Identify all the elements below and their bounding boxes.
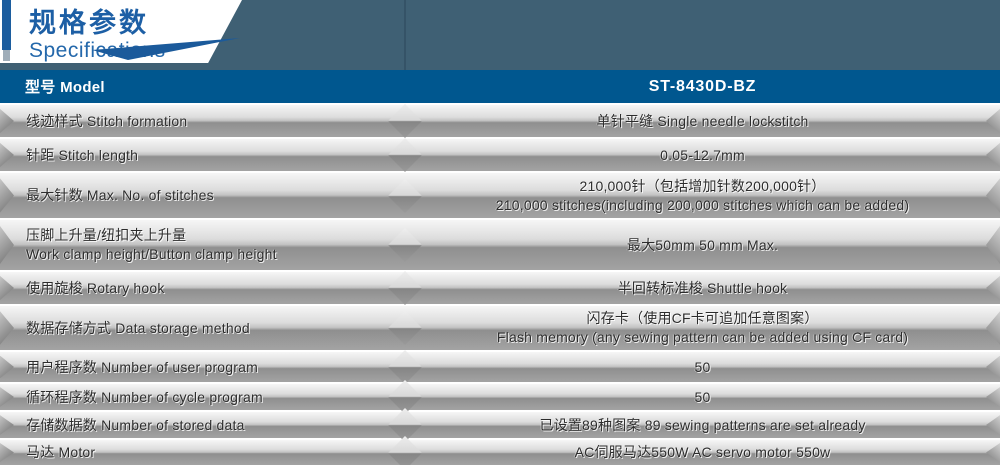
spec-value: 单针平缝 Single needle lockstitch [596, 112, 809, 129]
spec-label-cell: 使用旋梭 Rotary hook [0, 272, 405, 304]
spec-value-en: Flash memory (any sewing pattern can be … [496, 329, 909, 345]
spec-label-zh: 压脚上升量/纽扣夹上升量 [26, 227, 187, 243]
spec-value-en: 210,000 stitches(including 200,000 stitc… [495, 196, 910, 213]
model-value: ST-8430D-BZ [648, 77, 757, 95]
spec-row-stored-data: 存储数据数 Number of stored data 已设置89种图案 89 … [0, 408, 1000, 442]
spec-label-cell: 最大针数 Max. No. of stitches [0, 173, 405, 218]
spec-value-cell: 210,000针（包括增加针数200,000针） 210,000 stitche… [405, 173, 1000, 218]
model-label: 型号 Model [25, 79, 105, 96]
spec-value-cell: 闪存卡（使用CF卡可追加任意图案） Flash memory (any sewi… [405, 306, 1000, 350]
spec-value-cell: 半回转标准梭 Shuttle hook [405, 272, 1000, 304]
spec-label-cell: 循环程序数 Number of cycle program [0, 384, 405, 410]
spec-value-cell: 单针平缝 Single needle lockstitch [405, 105, 1000, 137]
table-header-row: 型号 Model ST-8430D-BZ [0, 70, 1000, 103]
spec-label: 用户程序数 Number of user program [26, 358, 258, 375]
spec-label-en: Work clamp height/Button clamp height [26, 246, 277, 262]
spec-label: 马达 Motor [26, 444, 96, 460]
spec-row-user-programs: 用户程序数 Number of user program 50 [0, 350, 1000, 384]
spec-label: 存储数据数 Number of stored data [26, 416, 245, 433]
spec-row-clamp-height: 压脚上升量/纽扣夹上升量 Work clamp height/Button cl… [0, 220, 1000, 270]
spec-value-cell: 50 [405, 384, 1000, 410]
spec-label-cell: 用户程序数 Number of user program [0, 352, 405, 382]
spec-label: 针距 Stitch length [26, 146, 139, 163]
spec-label-cell: 压脚上升量/纽扣夹上升量 Work clamp height/Button cl… [0, 220, 405, 270]
spec-label: 使用旋梭 Rotary hook [26, 279, 165, 296]
spec-row-motor: 马达 Motor AC伺服马达550W AC servo motor 550w [0, 435, 1000, 465]
spec-label: 循环程序数 Number of cycle program [26, 388, 263, 405]
spec-row-max-stitches: 最大针数 Max. No. of stitches 210,000针（包括增加针… [0, 173, 1000, 218]
title-swoosh-icon [92, 38, 240, 60]
title-accent-bar [2, 0, 11, 61]
spec-label: 数据存储方式 Data storage method [26, 319, 250, 336]
spec-label: 最大针数 Max. No. of stitches [26, 187, 214, 203]
spec-value-cell: 0.05-12.7mm [405, 139, 1000, 171]
spec-value: 0.05-12.7mm [660, 146, 745, 163]
spec-value-zh: 闪存卡（使用CF卡可追加任意图案） [586, 310, 819, 326]
spec-value: 最大50mm 50 mm Max. [626, 236, 779, 253]
top-band: 规格参数 Specifications [0, 0, 1000, 70]
spec-value-cell: 最大50mm 50 mm Max. [405, 220, 1000, 270]
spec-value: 50 [694, 388, 711, 405]
spec-label-cell: 马达 Motor [0, 440, 405, 465]
spec-row-stitch-length: 针距 Stitch length 0.05-12.7mm [0, 138, 1000, 172]
spec-label-cell: 数据存储方式 Data storage method [0, 306, 405, 350]
spec-label-cell: 线迹样式 Stitch formation [0, 105, 405, 137]
spec-row-rotary-hook: 使用旋梭 Rotary hook 半回转标准梭 Shuttle hook [0, 271, 1000, 305]
spec-value-cell: AC伺服马达550W AC servo motor 550w [405, 440, 1000, 465]
spec-label-cell: 针距 Stitch length [0, 139, 405, 171]
column-divider [404, 0, 406, 70]
spec-row-stitch-formation: 线迹样式 Stitch formation 单针平缝 Single needle… [0, 104, 1000, 138]
spec-value-cell: 已设置89种图案 89 sewing patterns are set alre… [405, 412, 1000, 438]
spec-value-cell: 50 [405, 352, 1000, 382]
spec-value: AC伺服马达550W AC servo motor 550w [574, 444, 831, 460]
spec-row-data-storage: 数据存储方式 Data storage method 闪存卡（使用CF卡可追加任… [0, 306, 1000, 350]
spec-rows: 线迹样式 Stitch formation 单针平缝 Single needle… [0, 104, 1000, 465]
page-title-zh: 规格参数 [29, 8, 149, 38]
spec-value: 50 [694, 358, 711, 375]
spec-label: 线迹样式 Stitch formation [26, 112, 188, 129]
spec-value-zh: 210,000针（包括增加针数200,000针） [579, 177, 826, 194]
spec-value: 已设置89种图案 89 sewing patterns are set alre… [539, 416, 866, 433]
spec-row-cycle-programs: 循环程序数 Number of cycle program 50 [0, 380, 1000, 414]
spec-label-cell: 存储数据数 Number of stored data [0, 412, 405, 438]
spec-value: 半回转标准梭 Shuttle hook [617, 279, 788, 296]
